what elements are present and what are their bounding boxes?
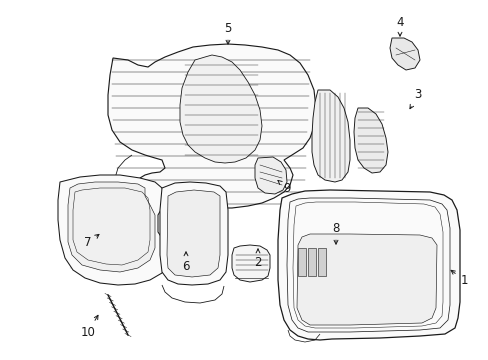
Polygon shape (160, 182, 227, 285)
Polygon shape (68, 182, 155, 272)
Text: 8: 8 (332, 221, 339, 244)
Text: 4: 4 (395, 15, 403, 36)
Polygon shape (297, 248, 305, 276)
Text: 9: 9 (277, 180, 290, 194)
Text: 3: 3 (409, 89, 421, 109)
Polygon shape (311, 90, 349, 182)
Polygon shape (180, 55, 262, 163)
Polygon shape (108, 44, 315, 208)
Polygon shape (353, 108, 387, 173)
Polygon shape (58, 175, 168, 285)
Polygon shape (317, 248, 325, 276)
Polygon shape (254, 157, 286, 194)
Polygon shape (231, 245, 269, 282)
Polygon shape (307, 248, 315, 276)
Text: 6: 6 (182, 252, 189, 273)
Text: 1: 1 (450, 270, 467, 287)
Polygon shape (167, 190, 220, 277)
Polygon shape (296, 234, 436, 325)
Text: 2: 2 (254, 249, 261, 269)
Polygon shape (278, 190, 459, 340)
Text: 5: 5 (224, 22, 231, 44)
Text: 10: 10 (81, 315, 98, 338)
Polygon shape (389, 38, 419, 70)
Text: 7: 7 (84, 234, 99, 249)
